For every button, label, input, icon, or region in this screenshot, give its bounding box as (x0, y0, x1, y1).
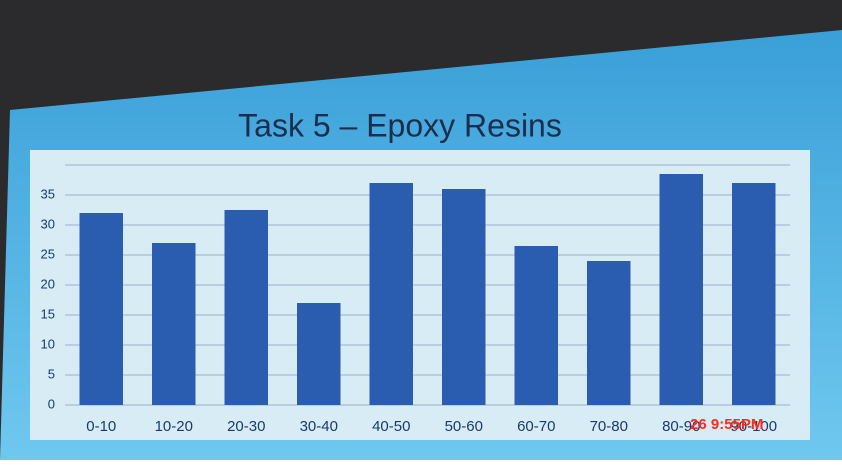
bar (297, 303, 341, 405)
bar (442, 189, 486, 405)
y-tick-label: 15 (41, 306, 55, 321)
x-tick-label: 30-40 (300, 418, 338, 435)
x-tick-label: 70-80 (590, 418, 628, 435)
bar (587, 261, 631, 405)
x-tick-label: 20-30 (227, 418, 265, 435)
timestamp: 26 9:55PM (690, 416, 763, 433)
y-tick-label: 0 (48, 396, 55, 411)
y-tick-label: 20 (41, 276, 55, 291)
y-tick-label: 35 (41, 186, 55, 201)
y-tick-label: 5 (48, 366, 55, 381)
bar (369, 183, 413, 405)
y-tick-label: 25 (41, 246, 55, 261)
x-tick-label: 80-90 (662, 418, 700, 435)
bar (152, 243, 196, 405)
x-tick-label: 50-60 (445, 418, 483, 435)
bar (79, 213, 123, 405)
x-tick-label: 0-10 (86, 418, 116, 435)
x-tick-label: 60-70 (517, 418, 555, 435)
bar (514, 246, 558, 405)
y-tick-label: 10 (41, 336, 55, 351)
bar (659, 174, 703, 405)
x-tick-label: 90-100 (730, 418, 777, 435)
y-tick-label: 30 (41, 216, 55, 231)
bar (732, 183, 776, 405)
bar (224, 210, 268, 405)
x-tick-label: 40-50 (372, 418, 410, 435)
x-tick-label: 10-20 (155, 418, 193, 435)
chart-title: Task 5 – Epoxy Resins (238, 107, 562, 143)
